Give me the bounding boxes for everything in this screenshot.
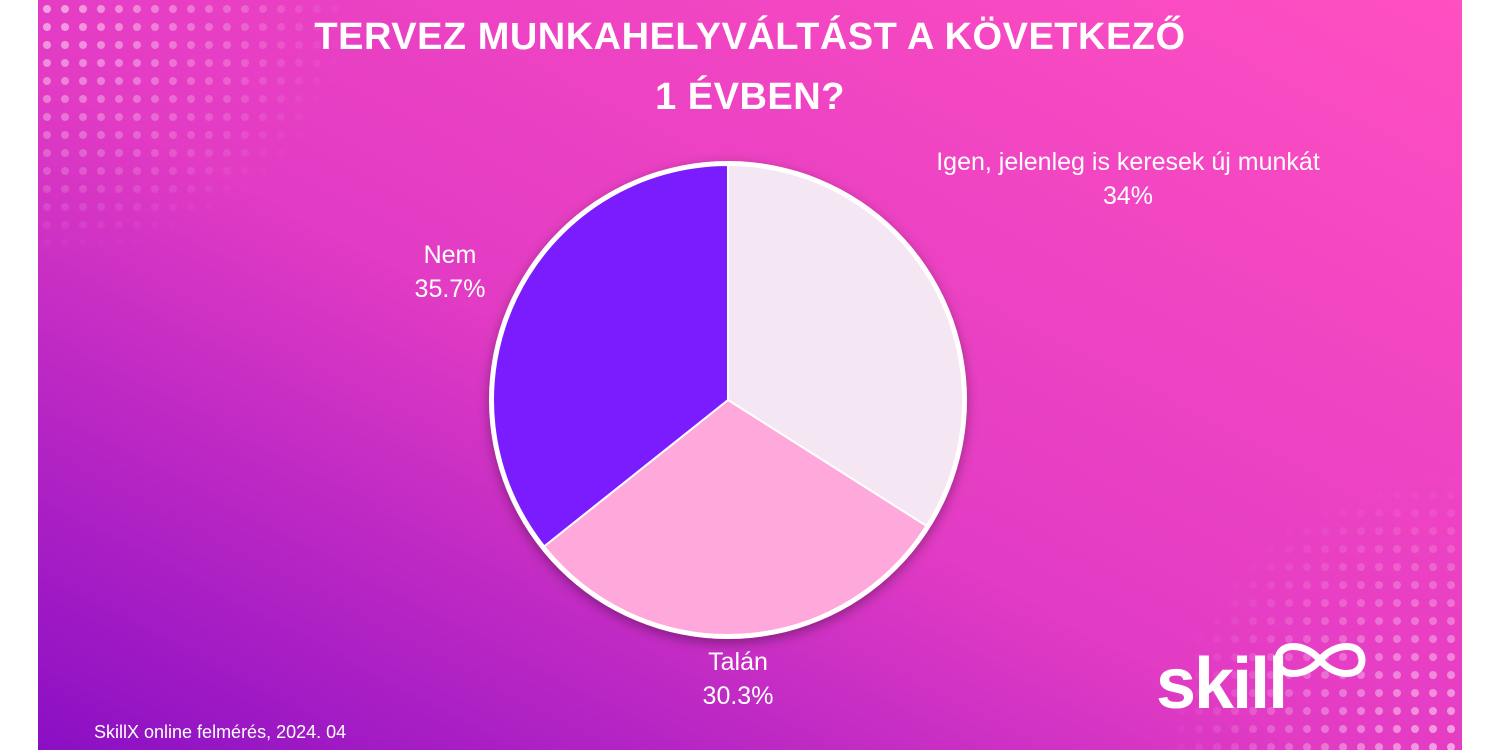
chart-title-line-1: TERVEZ MUNKAHELYVÁLTÁST A KÖVETKEZŐ	[314, 16, 1186, 58]
pie-slice-igen	[727, 163, 964, 528]
background	[38, 0, 1462, 750]
pie-label-nem-name: Nem	[423, 241, 477, 269]
pie-chart	[489, 161, 967, 639]
chart-title-line-2: 1 ÉVBEN?	[655, 76, 845, 118]
pie-label-talan: Talán 30.3%	[648, 645, 828, 713]
pie-label-talan-value: 30.3%	[702, 682, 774, 710]
pie-label-nem: Nem 35.7%	[390, 238, 510, 306]
dot-pattern-bottom-right	[1162, 470, 1462, 750]
skillx-logo: skill	[1156, 644, 1288, 724]
pie-slice-talan	[542, 398, 928, 636]
infinity-icon	[1274, 643, 1366, 677]
pie-label-igen-name: Igen, jelenleg is keresek új munkát	[936, 148, 1320, 176]
pie-slice-nem	[492, 163, 729, 548]
pie-label-igen: Igen, jelenleg is keresek új munkát 34%	[868, 145, 1388, 213]
pie-label-igen-value: 34%	[1102, 182, 1154, 210]
slide: TERVEZ MUNKAHELYVÁLTÁST A KÖVETKEZŐ 1 ÉV…	[38, 0, 1462, 750]
dot-pattern-top-left	[38, 0, 358, 260]
source-note: SkillX online felmérés, 2024. 04	[94, 722, 347, 742]
pie-label-talan-name: Talán	[708, 648, 768, 676]
pie-label-nem-value: 35.7%	[414, 275, 486, 303]
